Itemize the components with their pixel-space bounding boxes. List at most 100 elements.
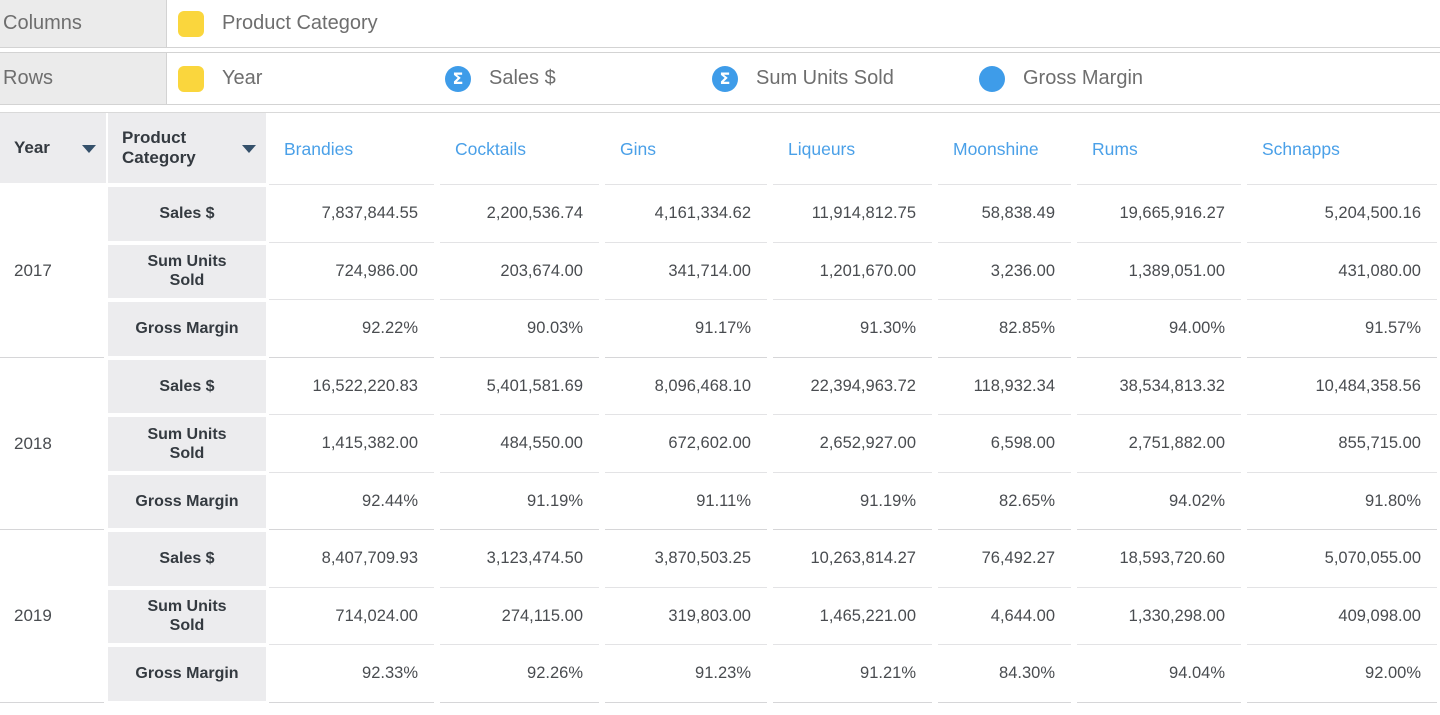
- data-cell[interactable]: 92.22%: [266, 300, 437, 358]
- data-cell[interactable]: 22,394,963.72: [770, 358, 935, 416]
- year-cell[interactable]: 2018: [0, 358, 106, 531]
- year-cell[interactable]: 2019: [0, 530, 106, 703]
- data-cell[interactable]: 91.17%: [602, 300, 770, 358]
- pill-sum-units-sold[interactable]: Σ Sum Units Sold: [701, 53, 968, 104]
- data-cell[interactable]: 5,401,581.69: [437, 358, 602, 416]
- data-cell[interactable]: 16,522,220.83: [266, 358, 437, 416]
- data-cell[interactable]: 92.33%: [266, 645, 437, 703]
- column-header-brandies[interactable]: Brandies: [266, 113, 437, 185]
- data-cell[interactable]: 1,415,382.00: [266, 415, 437, 473]
- data-cell[interactable]: 1,201,670.00: [770, 243, 935, 301]
- data-cell[interactable]: 19,665,916.27: [1074, 185, 1244, 243]
- data-cell[interactable]: 92.00%: [1244, 645, 1440, 703]
- data-cell[interactable]: 714,024.00: [266, 588, 437, 646]
- data-cell[interactable]: 91.19%: [437, 473, 602, 531]
- data-cell[interactable]: 82.65%: [935, 473, 1074, 531]
- measure-label-cell[interactable]: Gross Margin: [106, 473, 266, 531]
- measure-label-gross-margin: Gross Margin: [108, 302, 266, 356]
- data-cell[interactable]: 431,080.00: [1244, 243, 1440, 301]
- data-cell[interactable]: 58,838.49: [935, 185, 1074, 243]
- data-cell[interactable]: 672,602.00: [602, 415, 770, 473]
- data-cell[interactable]: 724,986.00: [266, 243, 437, 301]
- data-cell[interactable]: 203,674.00: [437, 243, 602, 301]
- data-cell[interactable]: 1,330,298.00: [1074, 588, 1244, 646]
- data-cell[interactable]: 3,236.00: [935, 243, 1074, 301]
- data-cell[interactable]: 91.30%: [770, 300, 935, 358]
- measure-label-cell[interactable]: Sales $: [106, 185, 266, 243]
- product-category-column-header[interactable]: Product Category: [108, 113, 266, 183]
- data-cell[interactable]: 94.00%: [1074, 300, 1244, 358]
- data-cell[interactable]: 84.30%: [935, 645, 1074, 703]
- product-category-sort-dropdown-icon[interactable]: [242, 145, 256, 153]
- data-cell[interactable]: 91.19%: [770, 473, 935, 531]
- rows-shelf-content[interactable]: Year Σ Sales $ Σ Sum Units Sold Gross Margin: [167, 53, 1440, 104]
- data-cell[interactable]: 6,598.00: [935, 415, 1074, 473]
- column-header-gins[interactable]: Gins: [602, 113, 770, 185]
- data-cell[interactable]: 8,407,709.93: [266, 530, 437, 588]
- measure-row: Gross Margin 92.44% 91.19% 91.11% 91.19% 82.6…: [106, 473, 1440, 531]
- year-cell[interactable]: 2017: [0, 185, 106, 358]
- data-cell[interactable]: 10,484,358.56: [1244, 358, 1440, 416]
- column-header-cocktails[interactable]: Cocktails: [437, 113, 602, 185]
- pill-gross-margin[interactable]: Gross Margin: [968, 53, 1235, 104]
- data-cell[interactable]: 7,837,844.55: [266, 185, 437, 243]
- column-header-liqueurs[interactable]: Liqueurs: [770, 113, 935, 185]
- data-cell[interactable]: 92.26%: [437, 645, 602, 703]
- data-cell[interactable]: 18,593,720.60: [1074, 530, 1244, 588]
- data-cell[interactable]: 2,652,927.00: [770, 415, 935, 473]
- data-cell[interactable]: 8,096,468.10: [602, 358, 770, 416]
- measure-row: Sales $7,837,844.55 2,200,536.74 4,161,334…: [106, 185, 1440, 243]
- data-cell[interactable]: 1,389,051.00: [1074, 243, 1244, 301]
- measure-row: Gross Margin 92.33% 92.26% 91.23% 91.21% 84.3…: [106, 645, 1440, 703]
- data-cell[interactable]: 82.85%: [935, 300, 1074, 358]
- pill-product-category[interactable]: Product Category: [167, 0, 434, 47]
- data-cell[interactable]: 5,070,055.00: [1244, 530, 1440, 588]
- column-header-moonshine[interactable]: Moonshine: [935, 113, 1074, 185]
- pill-label-gross-margin: Gross Margin: [1023, 67, 1144, 89]
- data-cell[interactable]: 91.80%: [1244, 473, 1440, 531]
- data-cell[interactable]: 76,492.27: [935, 530, 1074, 588]
- measure-label-cell[interactable]: Sales $: [106, 358, 266, 416]
- measure-label-cell[interactable]: Sales $: [106, 530, 266, 588]
- data-cell[interactable]: 319,803.00: [602, 588, 770, 646]
- data-cell[interactable]: 94.04%: [1074, 645, 1244, 703]
- data-cell[interactable]: 38,534,813.32: [1074, 358, 1244, 416]
- data-cell[interactable]: 91.23%: [602, 645, 770, 703]
- column-header-rums[interactable]: Rums: [1074, 113, 1244, 185]
- data-cell[interactable]: 91.21%: [770, 645, 935, 703]
- data-cell[interactable]: 409,098.00: [1244, 588, 1440, 646]
- data-cell[interactable]: 2,200,536.74: [437, 185, 602, 243]
- column-header-schnapps[interactable]: Schnapps: [1244, 113, 1440, 185]
- measure-label-cell[interactable]: Gross Margin: [106, 300, 266, 358]
- measure-label-cell[interactable]: Sum Units Sold: [106, 243, 266, 301]
- data-cell[interactable]: 855,715.00: [1244, 415, 1440, 473]
- measure-label-cell[interactable]: Sum Units Sold: [106, 588, 266, 646]
- data-cell[interactable]: 341,714.00: [602, 243, 770, 301]
- pill-sales[interactable]: Σ Sales $: [434, 53, 701, 104]
- data-cell[interactable]: 91.57%: [1244, 300, 1440, 358]
- measure-label-cell[interactable]: Sum Units Sold: [106, 415, 266, 473]
- data-cell[interactable]: 484,550.00: [437, 415, 602, 473]
- data-cell[interactable]: 5,204,500.16: [1244, 185, 1440, 243]
- data-cell[interactable]: 118,932.34: [935, 358, 1074, 416]
- data-cell[interactable]: 3,870,503.25: [602, 530, 770, 588]
- data-cell[interactable]: 11,914,812.75: [770, 185, 935, 243]
- pill-year[interactable]: Year: [167, 53, 434, 104]
- data-cell[interactable]: 4,161,334.62: [602, 185, 770, 243]
- data-cell[interactable]: 92.44%: [266, 473, 437, 531]
- data-cell[interactable]: 274,115.00: [437, 588, 602, 646]
- data-cell[interactable]: 10,263,814.27: [770, 530, 935, 588]
- measure-label-cell[interactable]: Gross Margin: [106, 645, 266, 703]
- data-cell[interactable]: 3,123,474.50: [437, 530, 602, 588]
- data-cell[interactable]: 94.02%: [1074, 473, 1244, 531]
- columns-shelf: Columns Product Category: [0, 0, 1440, 48]
- year-sort-dropdown-icon[interactable]: [82, 145, 96, 153]
- data-cell[interactable]: 1,465,221.00: [770, 588, 935, 646]
- measure-rows: Sales $8,407,709.93 3,123,474.50 3,870,503…: [106, 530, 1440, 703]
- data-cell[interactable]: 91.11%: [602, 473, 770, 531]
- data-cell[interactable]: 4,644.00: [935, 588, 1074, 646]
- columns-shelf-content[interactable]: Product Category: [167, 0, 1440, 47]
- data-cell[interactable]: 2,751,882.00: [1074, 415, 1244, 473]
- year-column-header[interactable]: Year: [0, 113, 106, 183]
- data-cell[interactable]: 90.03%: [437, 300, 602, 358]
